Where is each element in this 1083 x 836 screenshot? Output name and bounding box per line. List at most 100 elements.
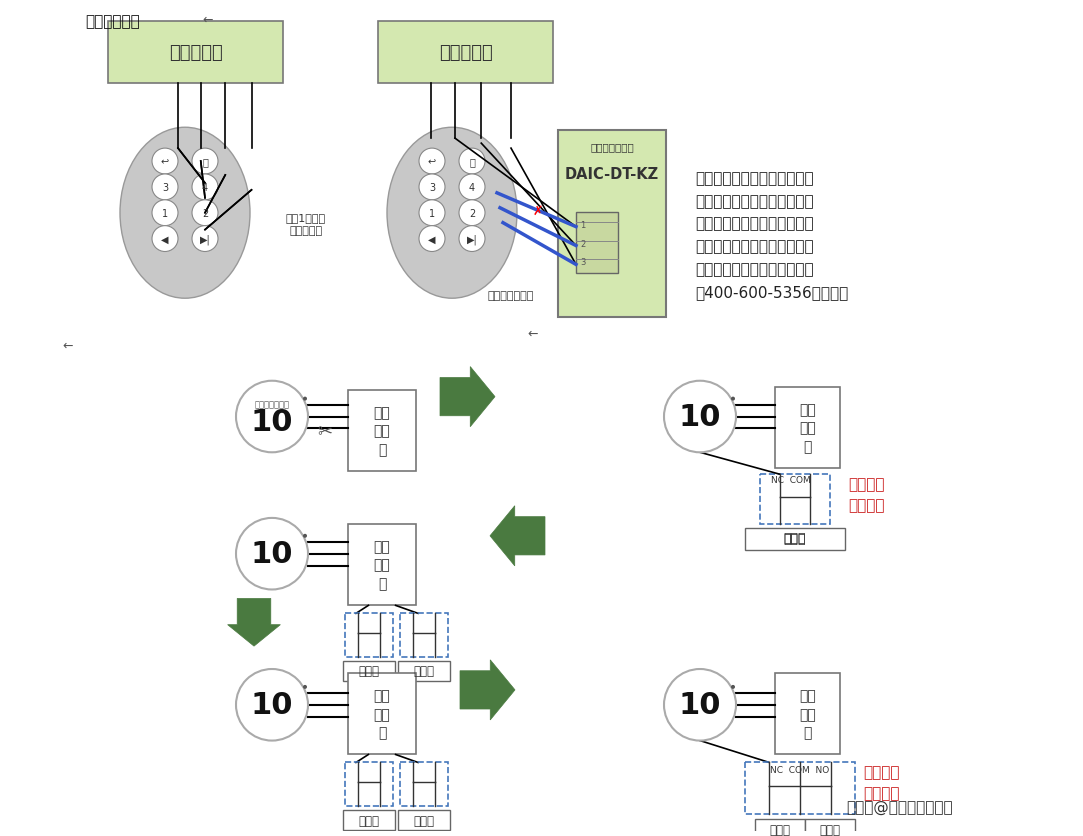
Polygon shape [440, 367, 495, 427]
Bar [345, 762, 393, 806]
Text: 【破线控制】: 【破线控制】 [84, 14, 140, 29]
Text: 继电器: 继电器 [414, 813, 434, 827]
Text: DAIC-DT-KZ: DAIC-DT-KZ [565, 167, 660, 182]
Circle shape [731, 685, 735, 689]
Circle shape [192, 227, 218, 252]
Text: ✗: ✗ [533, 205, 544, 218]
Circle shape [236, 518, 308, 589]
Circle shape [459, 227, 485, 252]
Text: ←: ← [62, 339, 73, 352]
Polygon shape [490, 506, 545, 566]
Bar [576, 212, 618, 274]
Text: ✂: ✂ [317, 423, 332, 441]
Text: 电梯
逻辑
器: 电梯 逻辑 器 [374, 405, 390, 456]
Text: 电梯
逻辑
器: 电梯 逻辑 器 [799, 689, 815, 739]
Bar [775, 673, 840, 755]
Text: 3: 3 [580, 258, 586, 267]
Bar [400, 762, 448, 806]
Text: ←: ← [527, 327, 537, 340]
Ellipse shape [120, 128, 250, 298]
Text: ◀: ◀ [161, 234, 169, 244]
Text: 双继电器
控制方式: 双继电器 控制方式 [863, 765, 900, 801]
Circle shape [152, 149, 178, 175]
Circle shape [192, 175, 218, 201]
Text: 电梯
逻辑
器: 电梯 逻辑 器 [799, 403, 815, 453]
Circle shape [152, 227, 178, 252]
Circle shape [303, 397, 306, 401]
Circle shape [459, 201, 485, 227]
Text: NC  COM  NO: NC COM NO [770, 765, 830, 774]
Text: 电梯楼层控制板: 电梯楼层控制板 [590, 142, 634, 152]
Ellipse shape [387, 128, 517, 298]
Polygon shape [227, 599, 280, 646]
Text: NC  COM: NC COM [771, 475, 811, 484]
Text: 3: 3 [162, 182, 168, 192]
Text: 2: 2 [201, 208, 208, 218]
Text: 电梯
逻辑
器: 电梯 逻辑 器 [374, 539, 390, 590]
Text: 4: 4 [201, 182, 208, 192]
Text: ▶|: ▶| [199, 234, 210, 244]
Bar [775, 387, 840, 469]
Bar [343, 810, 395, 830]
Text: 单继电器
控制方式: 单继电器 控制方式 [848, 477, 885, 512]
Text: 10: 10 [679, 691, 721, 720]
Polygon shape [460, 660, 516, 720]
Text: 1: 1 [429, 208, 435, 218]
Text: 2: 2 [469, 208, 475, 218]
Text: 继电器: 继电器 [358, 813, 379, 827]
Circle shape [303, 534, 306, 538]
Text: 电梯
逻辑
器: 电梯 逻辑 器 [374, 689, 390, 739]
Text: 一般1楼公共
楼层不受控: 一般1楼公共 楼层不受控 [286, 213, 326, 236]
Text: 注意：电梯品牌型号不同，接
线方式有很大的差别特别是三
菱，迅达某些型号需专业转接
板；日立，蒂森，奥的斯，通
力等不同梯控接线方式请与客
服400-600-5: 注意：电梯品牌型号不同，接 线方式有很大的差别特别是三 菱，迅达某些型号需专业转… [695, 171, 848, 299]
Bar [805, 819, 854, 836]
Bar [348, 524, 416, 605]
Text: 继电器: 继电器 [784, 533, 806, 546]
Bar [378, 22, 553, 84]
Circle shape [459, 149, 485, 175]
Text: 搜狐号@深圳市多奥科技: 搜狐号@深圳市多奥科技 [847, 799, 953, 814]
Text: ↩: ↩ [161, 157, 169, 167]
Circle shape [459, 175, 485, 201]
Text: 原电梯接线断开: 原电梯接线断开 [488, 291, 534, 301]
Bar [397, 810, 451, 830]
Text: 原电梯系统: 原电梯系统 [169, 43, 222, 62]
Circle shape [152, 201, 178, 227]
Bar [760, 475, 830, 524]
Bar [755, 819, 805, 836]
Text: 1: 1 [580, 221, 585, 229]
Text: 继电器: 继电器 [414, 665, 434, 678]
Text: ←: ← [203, 14, 212, 27]
Circle shape [236, 669, 308, 741]
Bar [108, 22, 283, 84]
Circle shape [192, 201, 218, 227]
Bar [558, 131, 666, 318]
Circle shape [664, 381, 736, 453]
Bar [348, 673, 416, 755]
Text: 10: 10 [679, 402, 721, 431]
Bar [745, 528, 845, 550]
Circle shape [664, 669, 736, 741]
Text: 10: 10 [251, 691, 293, 720]
Circle shape [192, 149, 218, 175]
Text: 继电器: 继电器 [358, 665, 379, 678]
Text: 继电器: 继电器 [770, 823, 791, 835]
Circle shape [152, 175, 178, 201]
Circle shape [419, 175, 445, 201]
Bar [345, 614, 393, 657]
Text: ▶|: ▶| [467, 234, 478, 244]
Text: 🔔: 🔔 [203, 157, 208, 167]
Circle shape [419, 227, 445, 252]
Circle shape [731, 397, 735, 401]
Circle shape [419, 201, 445, 227]
Text: 10: 10 [251, 408, 293, 437]
Bar [400, 614, 448, 657]
Text: 4: 4 [469, 182, 475, 192]
Bar [348, 390, 416, 472]
Bar [343, 661, 395, 681]
Bar [745, 762, 854, 814]
Text: 3: 3 [429, 182, 435, 192]
Bar [397, 661, 451, 681]
Circle shape [236, 381, 308, 453]
Text: 2: 2 [580, 239, 585, 248]
Text: 🔔: 🔔 [469, 157, 475, 167]
